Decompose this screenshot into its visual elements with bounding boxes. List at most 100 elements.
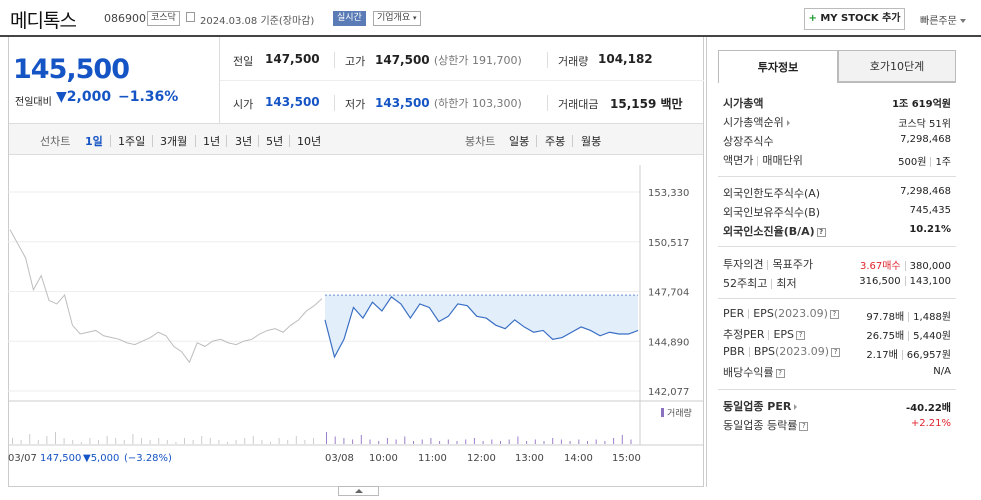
volume-bar [98,440,99,444]
help-icon[interactable]: ? [816,227,826,237]
volume-bar [261,440,263,444]
stats-divider [220,80,704,81]
help-icon[interactable]: ? [831,347,841,357]
volume-bar [123,440,125,444]
trade-unit: 1주 [935,157,951,168]
divider [757,156,759,166]
high-price: 147,500 [375,53,430,67]
period-5y[interactable]: 5년 [266,135,284,148]
candle-weekly[interactable]: 주봉 [545,135,566,148]
opinion-text: 투자의견 [723,258,764,271]
price-box [8,37,220,123]
market-cap-rank-label[interactable]: 시가총액순위 [723,114,790,130]
volume-bar [149,440,151,444]
company-name[interactable]: 메디톡스 [10,10,77,32]
divider [767,260,769,270]
period-3m[interactable]: 3개월 [160,135,188,148]
volume-bar [192,440,194,444]
foreign-limit-label: 외국인한도주식수(A) [723,187,821,200]
foreign-ratio-text: 외국인소진율(B/A) [723,225,815,238]
listed-shares-label: 상장주식수 [723,135,774,148]
est-per-eps-value: 26.75배 5,440원 [821,327,951,342]
divider [110,135,111,147]
period-1y[interactable]: 1년 [203,135,221,148]
x-tick-label: 11:00 [418,453,447,464]
est-per-text: 추정PER [723,328,765,341]
volume-bar [421,439,423,444]
help-icon[interactable]: ? [796,330,806,340]
volume-bar [201,436,203,444]
volume-bar [395,439,397,444]
sector-change-text: 동일업종 등락률 [723,419,798,432]
divider [289,135,290,147]
par-value: 500원 [898,157,927,168]
52w-high: 316,500 [859,276,901,287]
per-period: (2023.09) [773,307,828,320]
footer-pct: (−3.28%) [124,453,172,464]
footer-close: 147,500 [40,453,81,464]
volume-bar [352,439,354,444]
volume-bar [244,438,246,444]
section-divider [718,298,956,299]
prev-close-value: 147,500 [265,52,320,66]
opinion-score: 3.67매수 [859,261,901,272]
foreign-limit-value: 7,298,468 [900,186,951,197]
volume-bar [55,432,56,444]
candle-daily[interactable]: 일봉 [509,135,530,148]
candle-monthly[interactable]: 월봉 [581,135,602,148]
divider [904,261,906,271]
help-icon[interactable]: ? [799,421,809,431]
lower-limit: (하한가 103,300) [433,97,522,110]
sector-change-label: 동일업종 등락률? [723,417,809,433]
volume-bar [313,438,314,444]
volume-bar [343,438,345,444]
pbr-value: 2.17배 [866,350,898,361]
volume-bar [613,438,615,444]
period-10y[interactable]: 10년 [297,135,322,148]
company-info-dropdown[interactable]: 기업개요 ▾ [373,11,421,26]
divider [901,350,903,360]
upper-limit: (상한가 191,700) [433,54,522,67]
chevron-right-icon [786,120,790,126]
help-icon[interactable]: ? [775,368,785,378]
divider [771,279,773,289]
volume-bar [482,441,484,444]
trade-value: 15,159 백만 [610,97,683,111]
compare-label: 전일대비 [15,97,52,108]
chevron-right-icon [794,404,798,410]
period-toolbar [9,123,703,155]
market-cap-label: 시가총액 [723,97,764,110]
tab-investment-info[interactable]: 투자정보 [718,50,838,83]
par-value-value: 500원 1주 [821,153,951,168]
divider [226,135,227,147]
period-1d[interactable]: 1일 [85,135,103,148]
bps-text: BPS [753,345,775,358]
volume-bar [578,439,580,444]
volume-bar [29,434,31,444]
volume-bar [473,438,475,444]
tab-underline [838,82,956,83]
divider [547,52,548,68]
realtime-button[interactable]: 실시간 [333,11,366,26]
expand-toggle-button[interactable] [338,486,379,496]
add-my-stock-button[interactable]: + MY STOCK 추가 [804,8,905,30]
volume-bar [72,440,74,444]
est-per-value: 26.75배 [866,331,905,342]
volume-bar [184,438,185,444]
price-chart[interactable]: 153,330 150,517 147,704 144,890 142,077 거래량 03… [8,155,704,465]
tab-orderbook[interactable]: 호가10단계 [838,50,956,82]
volume-bar [295,436,297,444]
quick-order-button[interactable]: 빠른주문 [920,12,966,27]
est-eps-text: EPS [773,328,795,341]
bps-value: 66,957원 [906,350,951,361]
period-1w[interactable]: 1주일 [118,135,146,148]
market-cap-value: 1조 619억원 [892,99,951,110]
52w-low-text: 최저 [776,277,797,290]
sector-per-label[interactable]: 동일업종 PER [723,398,798,414]
volume-bar [106,436,108,444]
52w-value: 316,500 143,100 [821,276,951,287]
period-3y[interactable]: 3년 [235,135,253,148]
candle-chart-label: 봉차트 [465,135,496,148]
help-icon[interactable]: ? [829,309,839,319]
volume-bar [20,440,22,444]
